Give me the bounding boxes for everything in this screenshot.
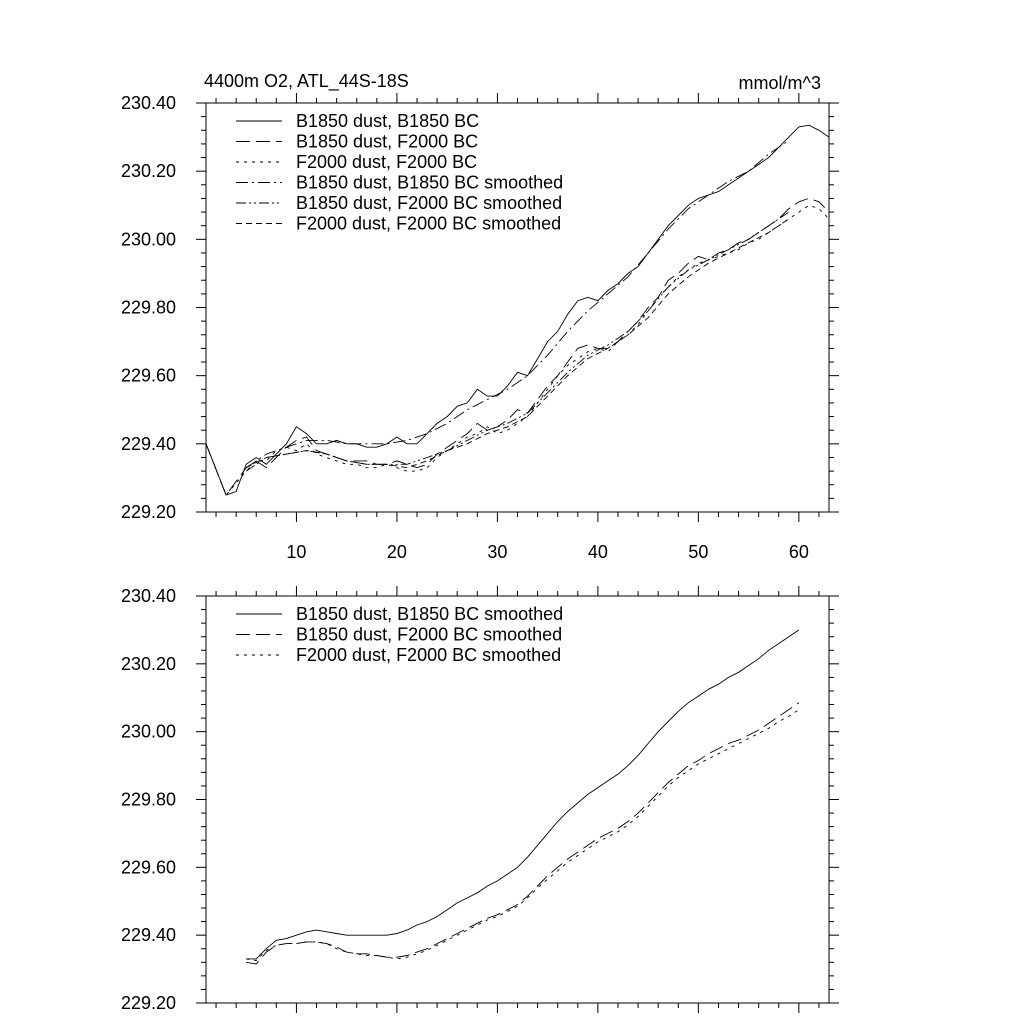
series-line-3 [205, 204, 830, 496]
legend-label: B1850 dust, F2000 BC [296, 132, 478, 152]
legend-label: B1850 dust, B1850 BC smoothed [296, 173, 563, 193]
series-line-2 [246, 702, 800, 965]
x-tick-label: 50 [688, 542, 708, 562]
y-tick-label: 229.80 [121, 298, 176, 318]
legend-label: B1850 dust, F2000 BC smoothed [296, 193, 562, 213]
y-tick-label: 229.60 [121, 857, 176, 877]
y-tick-label: 230.40 [121, 586, 176, 606]
bottom-panel: 229.20 229.40 229.60 229.80 230.00 230.20 230.… [121, 586, 839, 1013]
x-tick-label: 10 [286, 542, 306, 562]
x-tick-label: 40 [588, 542, 608, 562]
legend-label: B1850 dust, B1850 BC smoothed [296, 604, 563, 624]
series-line-5 [245, 211, 790, 472]
y-tick-label: 230.00 [121, 722, 176, 742]
y-tick-label: 230.00 [121, 229, 176, 249]
series-line-2 [205, 197, 830, 496]
series-line-3 [246, 709, 800, 962]
y-tick-label: 229.40 [121, 434, 176, 454]
y-tick-label: 229.40 [121, 925, 176, 945]
legend-label: F2000 dust, F2000 BC smoothed [296, 214, 561, 234]
legend-label: B1850 dust, F2000 BC smoothed [296, 625, 562, 645]
y-tick-label: 229.60 [121, 366, 176, 386]
y-tick-label: 230.20 [121, 654, 176, 674]
y-tick-label: 230.20 [121, 161, 176, 181]
units-label: mmol/m^3 [739, 73, 821, 93]
x-tick-label: 30 [487, 542, 507, 562]
series-line-6 [245, 218, 790, 469]
y-tick-label: 229.80 [121, 790, 176, 810]
legend-label: F2000 dust, F2000 BC [296, 152, 477, 172]
y-tick-label: 229.20 [121, 993, 176, 1013]
x-tick-label: 20 [387, 542, 407, 562]
legend-label: B1850 dust, B1850 BC [296, 111, 479, 131]
series-line-1 [246, 629, 800, 960]
series-line-4 [245, 140, 790, 469]
series-line-1 [205, 124, 830, 496]
y-tick-label: 229.20 [121, 502, 176, 522]
chart-title: 4400m O2, ATL_44S-18S [204, 71, 409, 92]
x-tick-label: 60 [789, 542, 809, 562]
top-panel: 4400m O2, ATL_44S-18S mmol/m^3 229.20 229… [121, 71, 839, 562]
legend-label: F2000 dust, F2000 BC smoothed [296, 645, 561, 665]
y-tick-label: 230.40 [121, 93, 176, 113]
